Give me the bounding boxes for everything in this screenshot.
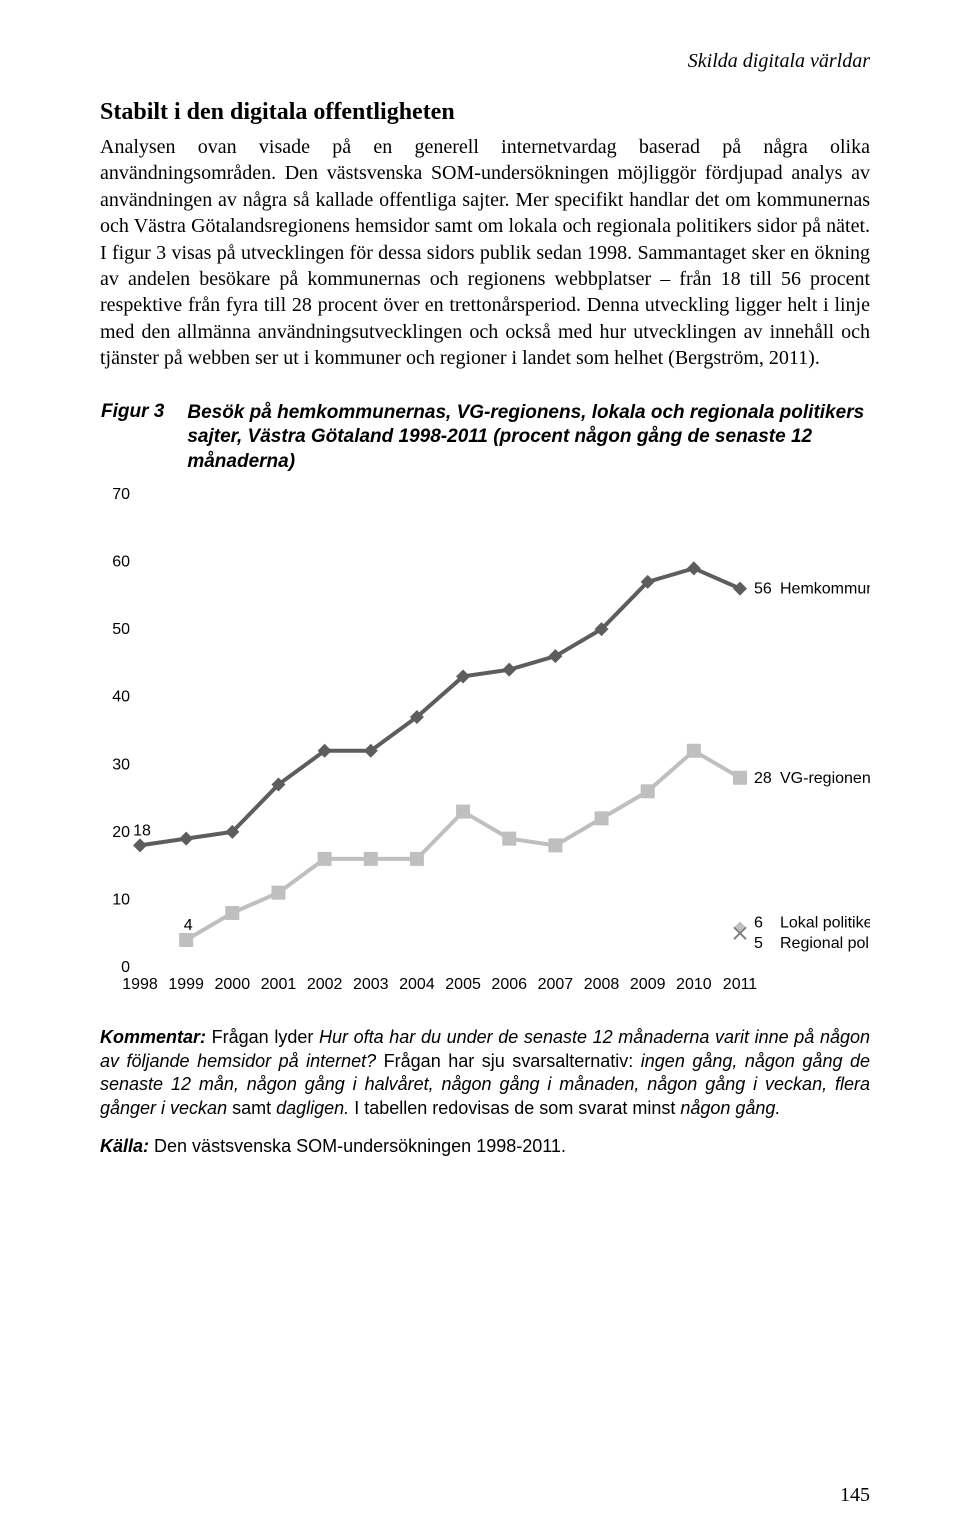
svg-text:2011: 2011	[723, 976, 758, 993]
kalla-text: Den västsvenska SOM-undersökningen 1998-…	[149, 1136, 566, 1156]
svg-text:10: 10	[112, 891, 130, 908]
svg-text:70: 70	[112, 486, 130, 503]
svg-text:2003: 2003	[353, 976, 389, 993]
svg-text:2008: 2008	[584, 976, 620, 993]
svg-text:2002: 2002	[307, 976, 343, 993]
svg-text:4: 4	[184, 917, 193, 934]
svg-text:2006: 2006	[491, 976, 527, 993]
svg-text:5: 5	[754, 935, 763, 952]
section-paragraph: Analysen ovan visade på en generell inte…	[100, 134, 870, 372]
running-header: Skilda digitala världar	[100, 50, 870, 73]
svg-text:28: 28	[754, 769, 772, 786]
svg-text:2009: 2009	[630, 976, 666, 993]
svg-text:2004: 2004	[399, 976, 435, 993]
svg-text:20: 20	[112, 823, 130, 840]
svg-text:60: 60	[112, 553, 130, 570]
kommentar-i4: någon gång.	[680, 1098, 780, 1118]
figure-source: Källa: Den västsvenska SOM-undersökninge…	[100, 1135, 870, 1159]
svg-text:0: 0	[121, 959, 130, 976]
figure-label: Figur 3	[100, 400, 186, 476]
svg-text:50: 50	[112, 621, 130, 638]
svg-text:2000: 2000	[215, 976, 251, 993]
svg-text:1998: 1998	[122, 976, 158, 993]
page-number: 145	[840, 1484, 870, 1507]
svg-text:56: 56	[754, 580, 772, 597]
kommentar-t1: Frågan lyder	[206, 1027, 319, 1047]
svg-text:Lokal politiker: Lokal politiker	[780, 914, 870, 931]
svg-text:1999: 1999	[168, 976, 204, 993]
section-heading: Stabilt i den digitala offentligheten	[100, 99, 870, 126]
svg-text:Regional politiker: Regional politiker	[780, 935, 870, 952]
figure-title-block: Figur 3 Besök på hemkommunernas, VG-regi…	[100, 400, 870, 476]
svg-text:18: 18	[133, 822, 151, 839]
kommentar-t3: samt	[227, 1098, 276, 1118]
kommentar-label: Kommentar:	[100, 1027, 206, 1047]
svg-text:2005: 2005	[445, 976, 481, 993]
page: Skilda digitala världar Stabilt i den di…	[0, 0, 960, 1539]
svg-text:2007: 2007	[538, 976, 574, 993]
kommentar-i3: dagligen.	[276, 1098, 349, 1118]
svg-text:30: 30	[112, 756, 130, 773]
svg-text:40: 40	[112, 688, 130, 705]
kommentar-t2: Frågan har sju svarsalternativ:	[376, 1051, 641, 1071]
figure-kommentar: Kommentar: Frågan lyder Hur ofta har du …	[100, 1026, 870, 1122]
kommentar-t4: I tabellen redovisas de som svarat minst	[349, 1098, 680, 1118]
kalla-label: Källa:	[100, 1136, 149, 1156]
svg-text:2001: 2001	[261, 976, 297, 993]
line-chart: 0 10 20 30 40 50 60 70 1998 1999 2000 2001 2002 2003 2…	[100, 482, 870, 1002]
svg-text:Hemkommunen: Hemkommunen	[780, 580, 870, 597]
figure-title: Besök på hemkommunernas, VG-regionens, l…	[186, 400, 870, 476]
svg-text:VG-regionen: VG-regionen	[780, 769, 870, 786]
svg-text:6: 6	[754, 914, 763, 931]
svg-text:2010: 2010	[676, 976, 712, 993]
